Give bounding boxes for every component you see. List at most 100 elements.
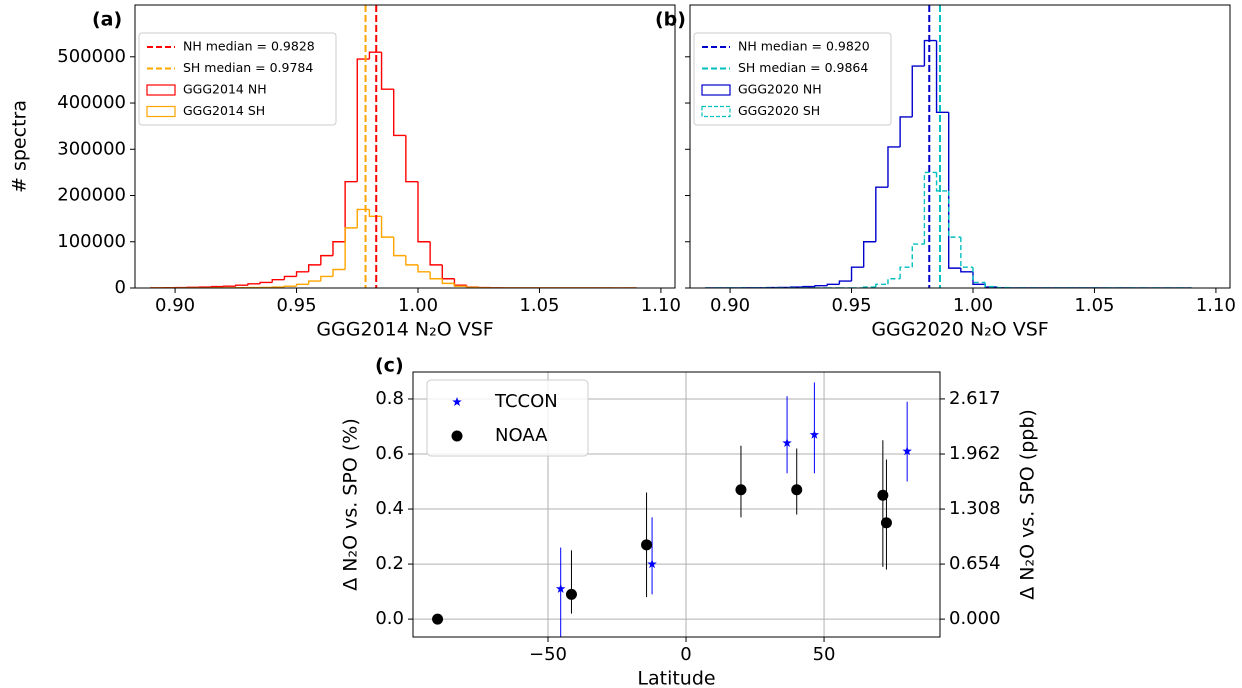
y-tick-label: 0.2 (375, 553, 404, 574)
histogram-step (417, 181, 431, 243)
histogram-step (393, 89, 406, 137)
histogram-step (935, 172, 949, 192)
legend-patch (701, 84, 731, 96)
legend-patch (701, 105, 731, 118)
histogram-step (393, 237, 406, 257)
histogram-step (911, 243, 925, 268)
x-tick-label: 0.95 (831, 295, 871, 316)
histogram-step (441, 264, 455, 280)
legend-box (138, 32, 337, 126)
histogram-step (923, 171, 937, 245)
point (880, 517, 892, 529)
histogram-step (417, 264, 431, 273)
x-tick-label: −50 (529, 644, 567, 665)
y2-tick-label: 2.617 (949, 388, 1001, 409)
histogram-step (429, 241, 443, 266)
y-tick-label: 100000 (57, 231, 126, 252)
point (432, 613, 444, 625)
legend: NH median = 0.9828 SH median = 0.9784 GGG2… (138, 32, 337, 126)
point (735, 484, 747, 496)
histogram-step (332, 268, 346, 277)
histogram-step (453, 283, 467, 287)
histogram-step (826, 283, 840, 286)
panel-label: (a) (92, 9, 122, 31)
point (641, 539, 653, 551)
legend-patch (146, 105, 176, 118)
y-tick-label: 0.8 (375, 388, 404, 409)
histogram-step (441, 278, 455, 285)
histogram-step (429, 271, 443, 280)
histogram-step (960, 237, 973, 268)
x-tick-label: 1.10 (1196, 295, 1236, 316)
legend-label: GGG2014 SH (183, 103, 265, 118)
y-tick-label: 200000 (57, 185, 126, 206)
panel-label: (b) (655, 9, 686, 31)
x-tick-label: 1.10 (641, 295, 681, 316)
panel: −50 0 50 0.0 0.2 0.4 0.6 0.8 0.000 0.654 1.308 1.96… (340, 355, 1039, 688)
y-tick-label: 400000 (57, 92, 126, 113)
histogram-step (247, 283, 261, 286)
histogram-step (380, 216, 394, 238)
point (902, 446, 912, 456)
legend-label: GGG2014 NH (183, 82, 267, 97)
histogram-step (368, 209, 382, 218)
point (782, 438, 792, 448)
y2-tick-label: 0.654 (949, 553, 1001, 574)
x-tick-label: 0.95 (276, 295, 316, 316)
histogram-step (283, 285, 297, 288)
histogram-step (814, 284, 828, 287)
histogram-step (850, 266, 864, 282)
y-tick-label: 0 (115, 277, 126, 298)
histogram-step (283, 275, 297, 280)
legend-box (426, 379, 589, 457)
x-tick-label: 1.05 (1074, 295, 1114, 316)
histogram-step (984, 282, 998, 288)
legend-label: NOAA (495, 425, 548, 446)
histogram-step (356, 208, 370, 228)
histogram-step (307, 264, 321, 272)
x-tick-label: 1.00 (953, 295, 993, 316)
histogram-step (862, 241, 876, 268)
histogram-step (875, 186, 888, 242)
histogram-step (405, 135, 418, 183)
x-tick-label: 50 (813, 644, 836, 665)
histogram-step (295, 283, 309, 287)
y-tick-label: 0.4 (375, 498, 404, 519)
point (565, 588, 577, 600)
legend-label: NH median = 0.9828 (183, 39, 315, 54)
point (791, 484, 803, 496)
legend-label: GGG2020 NH (738, 82, 822, 97)
legend: TCCON NOAA (426, 379, 589, 457)
panel: 0.90 0.95 1.00 1.05 1.10 0 100000 200000 300000 4… (9, 4, 681, 341)
y2-tick-label: 1.308 (949, 498, 1001, 519)
histogram-step (838, 280, 852, 285)
y-axis-label: # spectra (9, 100, 31, 193)
panel: 0.90 0.95 1.00 1.05 1.10 (b) GGG2020 N₂O VSF NH… (655, 4, 1236, 341)
histogram-step (344, 180, 358, 242)
histogram-step (465, 286, 479, 288)
histogram-step (295, 271, 309, 277)
x-tick-label: 0.90 (155, 295, 195, 316)
histogram-step (887, 278, 901, 285)
legend-marker (451, 430, 463, 442)
legend-label: NH median = 0.9820 (738, 39, 870, 54)
plot-area (432, 382, 912, 637)
histogram-step (307, 280, 321, 285)
x-axis-label: GGG2020 N₂O VSF (871, 319, 1048, 341)
histogram-step (899, 266, 913, 279)
y2-tick-label: 1.962 (949, 443, 1001, 464)
legend-label: SH median = 0.9864 (738, 60, 868, 75)
histogram-step (356, 58, 370, 182)
histogram-step (259, 281, 273, 284)
y-tick-label: 500000 (57, 46, 126, 67)
axes-frame (412, 371, 941, 638)
legend-label: TCCON (494, 391, 558, 412)
x-axis-label: GGG2014 N₂O VSF (316, 319, 493, 341)
y2-axis-label: Δ N₂O vs. SPO (ppb) (1017, 409, 1039, 600)
histogram-step (271, 278, 285, 283)
histogram-step (405, 255, 418, 266)
histogram-step (935, 40, 949, 113)
point (555, 583, 566, 593)
